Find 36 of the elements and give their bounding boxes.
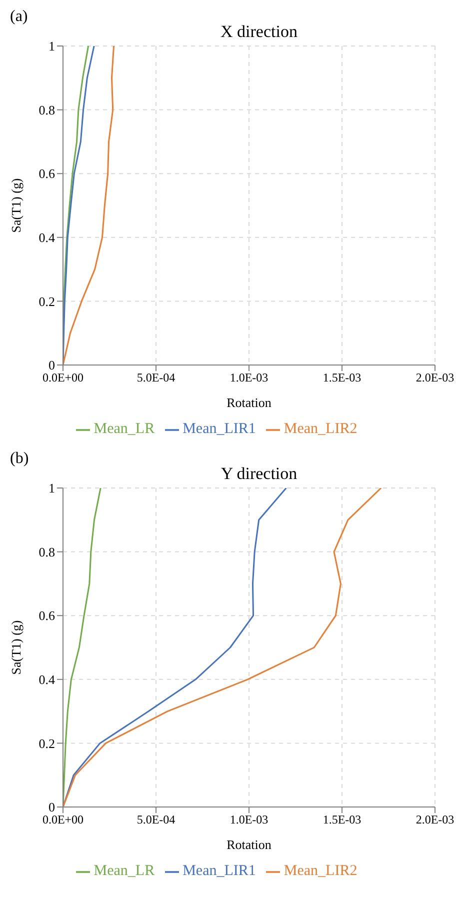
text: (a) (10, 8, 28, 26)
legend-label: Mean_LIR1 (182, 421, 256, 437)
legend-label: Mean_LIR1 (182, 863, 256, 879)
legend-label: Mean_LIR2 (284, 863, 358, 879)
x-tick-label: 1.0E-03 (230, 812, 268, 827)
x-tick-label: 1.5E-03 (322, 370, 362, 385)
x-axis-title: Rotation (226, 395, 272, 410)
x-axis-title: Rotation (226, 837, 272, 852)
y-tick-label: 0.2 (38, 736, 55, 751)
y-tick-label: 0.8 (38, 102, 55, 118)
y-tick-label: 0.4 (38, 230, 56, 246)
x-tick-label: 1.5E-03 (322, 812, 362, 827)
y-axis-title: Sa(T1) (g) (8, 178, 24, 233)
legend-label: Mean_LIR2 (284, 421, 358, 437)
x-tick-label: 1.0E-03 (230, 370, 268, 385)
x-tick-label: 2.0E-03 (416, 812, 454, 827)
x-tick-label: 5.0E-04 (136, 812, 176, 827)
y-tick-label: 0.8 (38, 544, 55, 560)
y-tick-label: 0.6 (38, 608, 56, 624)
y-tick-label: 0 (48, 800, 55, 815)
y-tick-label: 0.6 (38, 166, 56, 182)
y-axis-title: Sa(T1) (g) (8, 620, 24, 675)
x-tick-label: 0.0E+00 (42, 370, 84, 385)
chart-title: Y direction (220, 464, 298, 484)
y-tick-label: 1 (48, 38, 55, 54)
x-tick-label: 0.0E+00 (42, 812, 84, 827)
chart-title: X direction (220, 22, 298, 42)
y-tick-label: 0.2 (38, 294, 55, 309)
y-tick-label: 1 (48, 480, 55, 496)
legend-label: Mean_LR (94, 421, 155, 437)
x-tick-label: 2.0E-03 (416, 370, 454, 385)
text: (b) (10, 450, 29, 468)
y-tick-label: 0.4 (38, 672, 56, 688)
x-tick-label: 5.0E-04 (136, 370, 176, 385)
legend-label: Mean_LR (94, 863, 155, 879)
y-tick-label: 0 (48, 358, 55, 373)
